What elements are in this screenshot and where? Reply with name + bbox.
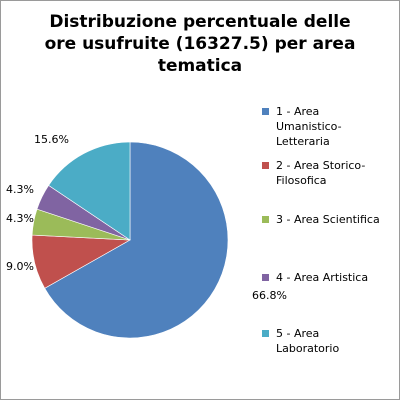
legend-swatch-3: [262, 216, 269, 223]
legend-swatch-4: [262, 274, 269, 281]
legend-swatch-5: [262, 330, 269, 337]
legend-swatch-1: [262, 108, 269, 115]
chart-title-line-3: tematica: [157, 56, 243, 76]
data-label-5: 15.6%: [34, 133, 69, 146]
pie-slice-1: [44, 141, 229, 339]
data-label-3: 4.3%: [6, 212, 34, 225]
legend-swatch-2: [262, 162, 269, 169]
chart-title: Distribuzione percentuale delle ore usuf…: [21, 11, 379, 77]
chart-title-line-2: ore usufruite (16327.5) per area: [44, 34, 356, 54]
pie-slice-5: [48, 141, 131, 241]
data-label-1: 66.8%: [252, 289, 287, 302]
legend-label-3: 3 - Area Scientifica: [276, 213, 380, 226]
legend-label-4: 4 - Area Artistica: [276, 271, 369, 284]
data-label-4: 4.3%: [6, 183, 34, 196]
legend-label-2: 2 - Area Storico- Filosofica: [276, 159, 366, 187]
chart-title-line-1: Distribuzione percentuale delle: [49, 12, 351, 32]
legend-label-1: 1 - Area Umanistico- Letteraria: [276, 105, 342, 148]
data-label-2: 9.0%: [6, 260, 34, 273]
legend-label-5: 5 - Area Laboratorio: [276, 327, 340, 355]
